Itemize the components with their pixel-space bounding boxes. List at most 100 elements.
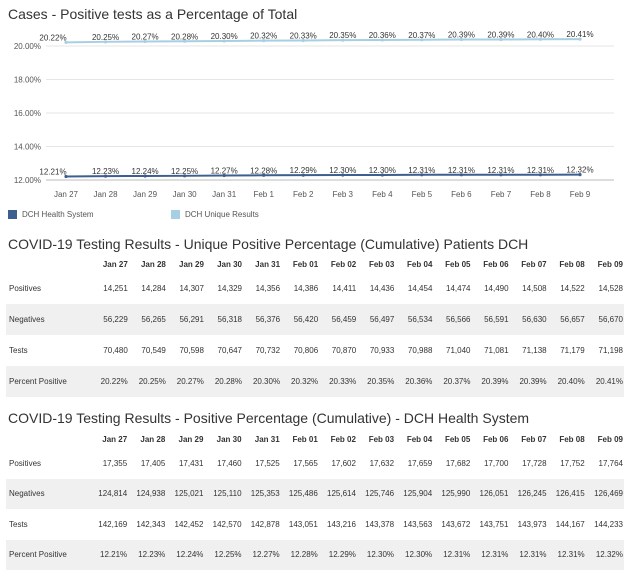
table-cell: 142,878 <box>243 509 281 540</box>
table-cell: 12.30% <box>395 540 433 570</box>
legend-label: DCH Health System <box>22 210 94 219</box>
data-label: 12.28% <box>250 166 277 175</box>
table-corner <box>6 256 91 273</box>
data-label: 12.25% <box>171 167 198 176</box>
legend-label: DCH Unique Results <box>185 210 259 219</box>
legend-item-health-system[interactable]: DCH Health System <box>8 210 171 219</box>
table-cell: 20.30% <box>243 366 281 397</box>
legend-swatch <box>171 210 180 219</box>
x-tick-label: Jan 29 <box>133 190 158 199</box>
table-cell: 56,497 <box>357 304 395 335</box>
x-tick-label: Feb 7 <box>491 190 512 199</box>
table-cell: 14,307 <box>167 273 205 304</box>
table-cell: 14,251 <box>91 273 129 304</box>
column-header: Feb 04 <box>395 256 433 273</box>
column-header: Feb 02 <box>319 431 357 448</box>
column-header: Feb 06 <box>471 431 509 448</box>
column-header: Feb 05 <box>433 431 471 448</box>
data-label: 20.30% <box>211 32 238 41</box>
x-tick-label: Feb 3 <box>333 190 354 199</box>
table-cell: 70,988 <box>395 335 433 366</box>
legend-swatch <box>8 210 17 219</box>
x-tick-label: Jan 31 <box>212 190 237 199</box>
table-cell: 124,814 <box>90 479 128 510</box>
table-cell: 142,452 <box>166 509 204 540</box>
x-tick-label: Feb 8 <box>530 190 551 199</box>
column-header: Feb 08 <box>548 256 586 273</box>
table-cell: 125,614 <box>319 479 357 510</box>
table-cell: 20.39% <box>510 366 548 397</box>
table-cell: 56,534 <box>395 304 433 335</box>
table-cell: 14,436 <box>357 273 395 304</box>
column-header: Feb 08 <box>548 431 586 448</box>
x-tick-label: Feb 5 <box>412 190 433 199</box>
column-header: Feb 02 <box>319 256 357 273</box>
row-label: Positives <box>6 273 91 304</box>
x-tick-label: Jan 28 <box>94 190 119 199</box>
table-cell: 125,486 <box>281 479 319 510</box>
column-header: Feb 07 <box>510 256 548 273</box>
table-cell: 56,420 <box>281 304 319 335</box>
data-label: 12.31% <box>527 166 554 175</box>
column-header: Jan 27 <box>91 256 129 273</box>
table-cell: 56,670 <box>586 304 624 335</box>
data-label: 20.22% <box>39 33 66 42</box>
data-label: 20.35% <box>329 31 356 40</box>
table-cell: 143,751 <box>471 509 509 540</box>
table-cell: 56,566 <box>433 304 471 335</box>
data-label: 20.40% <box>527 30 554 39</box>
table-cell: 125,021 <box>166 479 204 510</box>
legend-item-unique-results[interactable]: DCH Unique Results <box>171 210 334 219</box>
data-label: 20.39% <box>487 30 514 39</box>
y-tick-label: 14.00% <box>14 143 41 152</box>
data-label: 12.32% <box>566 166 593 175</box>
table-cell: 70,480 <box>91 335 129 366</box>
table-cell: 17,728 <box>509 448 547 479</box>
table-cell: 143,378 <box>357 509 395 540</box>
table-cell: 14,411 <box>319 273 357 304</box>
table-cell: 143,973 <box>509 509 547 540</box>
column-header: Feb 06 <box>471 256 509 273</box>
data-label: 20.37% <box>408 31 435 40</box>
table-cell: 20.22% <box>91 366 129 397</box>
table1-title: COVID-19 Testing Results - Unique Positi… <box>8 236 528 252</box>
table-cell: 20.25% <box>129 366 167 397</box>
table-cell: 17,602 <box>319 448 357 479</box>
table-cell: 56,657 <box>548 304 586 335</box>
column-header: Feb 09 <box>586 431 624 448</box>
table-cell: 14,474 <box>433 273 471 304</box>
table-cell: 14,508 <box>510 273 548 304</box>
data-label: 20.28% <box>171 32 198 41</box>
table-cell: 17,355 <box>90 448 128 479</box>
table-cell: 126,051 <box>471 479 509 510</box>
table-cell: 17,565 <box>281 448 319 479</box>
x-tick-label: Feb 1 <box>253 190 274 199</box>
table-cell: 56,318 <box>205 304 243 335</box>
table-cell: 14,522 <box>548 273 586 304</box>
row-label: Negatives <box>6 479 90 510</box>
table-cell: 142,343 <box>128 509 166 540</box>
column-header: Jan 30 <box>205 256 243 273</box>
table-cell: 143,051 <box>281 509 319 540</box>
table-cell: 12.31% <box>433 540 471 570</box>
table-cell: 20.32% <box>281 366 319 397</box>
table-cell: 17,752 <box>548 448 586 479</box>
table-cell: 20.27% <box>167 366 205 397</box>
table-cell: 144,167 <box>548 509 586 540</box>
table-cell: 12.28% <box>281 540 319 570</box>
table-cell: 56,459 <box>319 304 357 335</box>
table-cell: 20.28% <box>205 366 243 397</box>
table-cell: 56,376 <box>243 304 281 335</box>
table-cell: 126,245 <box>509 479 547 510</box>
chart-legend: DCH Health System DCH Unique Results <box>8 210 334 219</box>
chart-title: Cases - Positive tests as a Percentage o… <box>8 6 297 22</box>
table-cell: 126,415 <box>548 479 586 510</box>
data-label: 12.29% <box>290 166 317 175</box>
x-tick-label: Jan 30 <box>173 190 198 199</box>
table-cell: 17,764 <box>586 448 624 479</box>
